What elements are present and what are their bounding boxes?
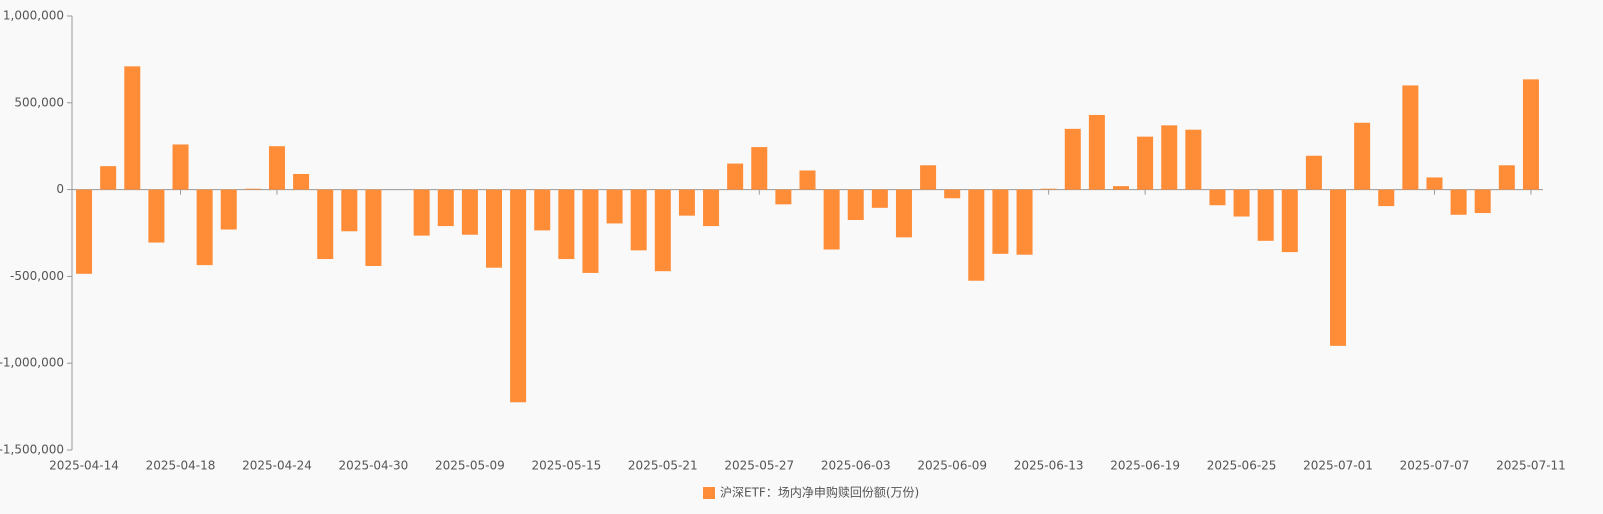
bar <box>1257 189 1274 241</box>
bar <box>1209 189 1226 206</box>
x-tick-label: 2025-04-18 <box>146 459 216 473</box>
y-tick-label: -1,000,000 <box>0 356 64 370</box>
bar <box>678 189 695 216</box>
bar <box>1330 189 1347 346</box>
x-tick-label: 2025-04-30 <box>339 459 409 473</box>
y-tick-label: -500,000 <box>10 269 64 283</box>
bar <box>871 189 888 208</box>
y-tick-label: -1,500,000 <box>0 443 64 457</box>
bar <box>268 146 285 190</box>
bar <box>196 189 213 266</box>
bar <box>1426 177 1443 190</box>
bar <box>654 189 671 272</box>
bar <box>341 189 358 232</box>
bar <box>1281 189 1298 253</box>
bar <box>413 189 430 236</box>
y-tick-label: 500,000 <box>14 95 64 109</box>
bar <box>76 189 93 274</box>
bar <box>775 189 792 205</box>
bar <box>703 189 720 227</box>
bar <box>920 165 937 190</box>
bar <box>1498 165 1515 190</box>
bar <box>100 166 117 190</box>
x-tick-label: 2025-05-09 <box>435 459 505 473</box>
bar <box>992 189 1009 254</box>
bar <box>1088 114 1105 190</box>
bar <box>1040 188 1057 190</box>
bar <box>148 189 165 243</box>
x-tick-label: 2025-06-03 <box>821 459 891 473</box>
bar <box>1233 189 1250 217</box>
y-tick-label: 0 <box>56 182 64 196</box>
bar <box>293 173 310 190</box>
x-tick-label: 2025-07-11 <box>1496 459 1566 473</box>
bar <box>1185 129 1202 190</box>
x-tick-label: 2025-07-01 <box>1303 459 1373 473</box>
bar <box>1474 189 1491 214</box>
x-tick-label: 2025-07-07 <box>1400 459 1470 473</box>
bar <box>1378 189 1395 207</box>
legend-label: 沪深ETF：场内净申购赎回份额(万份) <box>720 485 919 500</box>
bar <box>1112 186 1129 190</box>
y-tick-label: 1,000,000 <box>3 9 64 23</box>
bar <box>220 189 237 230</box>
bar <box>1354 122 1371 190</box>
x-tick-label: 2025-04-24 <box>242 459 312 473</box>
bar <box>895 189 912 238</box>
bar <box>1522 79 1539 190</box>
bar <box>558 189 575 260</box>
bar <box>317 189 334 260</box>
x-tick-label: 2025-06-13 <box>1014 459 1084 473</box>
legend-swatch <box>703 487 715 499</box>
bar <box>172 144 189 190</box>
bar <box>799 170 816 190</box>
bar <box>486 189 503 268</box>
bar <box>1161 125 1178 190</box>
bar <box>461 189 478 235</box>
bar <box>727 163 744 190</box>
x-tick-label: 2025-04-14 <box>49 459 119 473</box>
x-tick-label: 2025-06-09 <box>917 459 987 473</box>
bar <box>244 188 261 190</box>
x-tick-label: 2025-05-15 <box>531 459 601 473</box>
x-tick-label: 2025-05-21 <box>628 459 698 473</box>
x-tick-label: 2025-06-25 <box>1207 459 1277 473</box>
bar <box>365 189 382 266</box>
bar <box>1137 136 1154 190</box>
bar <box>510 189 527 403</box>
bar <box>968 189 985 281</box>
bar <box>1016 189 1033 255</box>
bar <box>1305 155 1322 190</box>
bar <box>534 189 551 231</box>
bar <box>1450 189 1467 215</box>
bar <box>124 66 141 190</box>
x-tick-label: 2025-05-27 <box>724 459 794 473</box>
bar <box>1402 85 1419 190</box>
bar <box>751 147 768 190</box>
bar <box>847 189 864 220</box>
bar <box>823 189 840 250</box>
x-tick-label: 2025-06-19 <box>1110 459 1180 473</box>
bar <box>944 189 961 199</box>
bar <box>630 189 647 251</box>
bar <box>1064 128 1081 190</box>
bar <box>437 189 454 227</box>
bar <box>582 189 599 273</box>
bar <box>606 189 623 224</box>
